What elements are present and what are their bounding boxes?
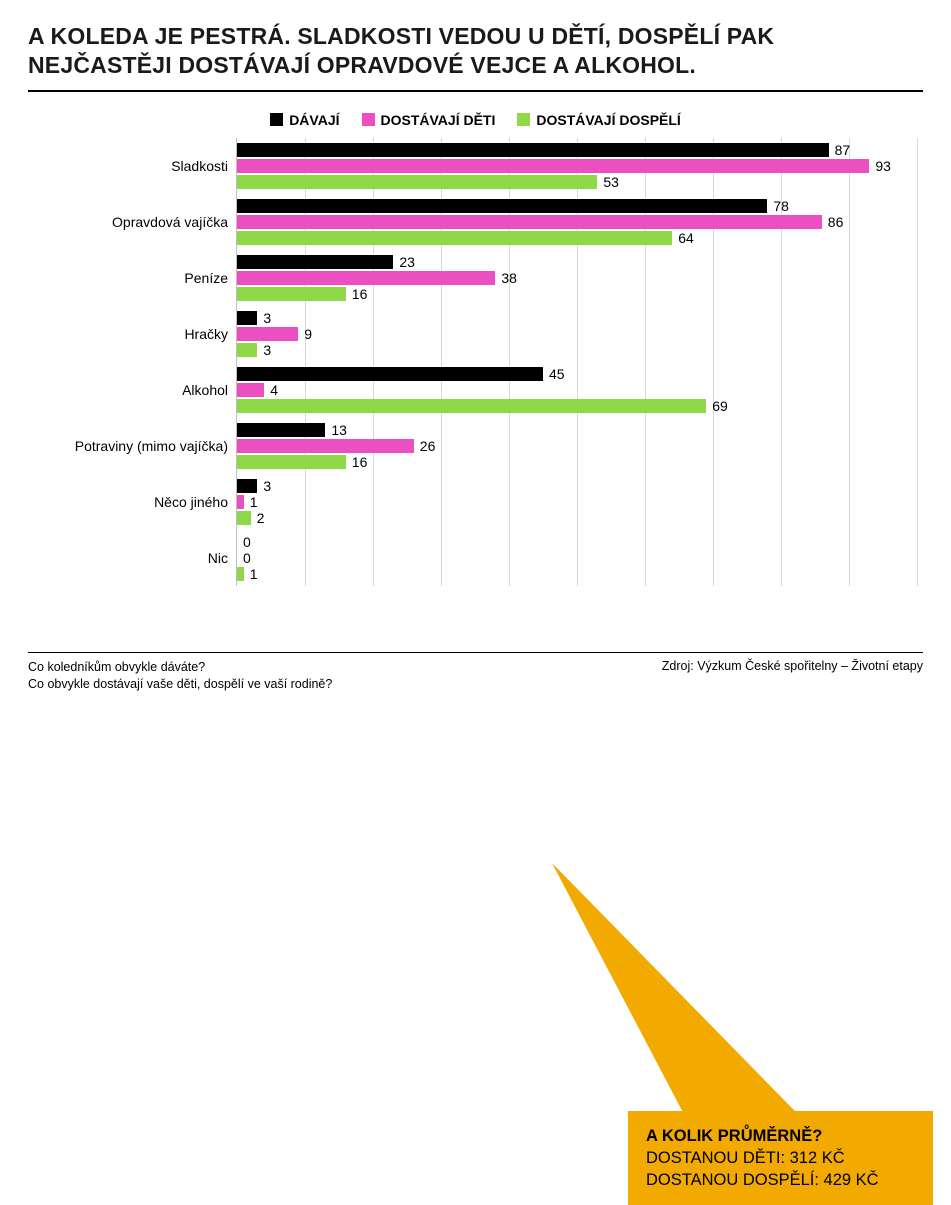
- legend-item: DOSTÁVAJÍ DOSPĚLÍ: [517, 112, 680, 128]
- bar: [237, 479, 257, 493]
- bar: [237, 455, 346, 469]
- legend-item: DOSTÁVAJÍ DĚTI: [362, 112, 496, 128]
- legend-item: DÁVAJÍ: [270, 112, 339, 128]
- bar: [237, 567, 244, 581]
- bar: [237, 215, 822, 229]
- category-label: Opravdová vajíčka: [28, 194, 228, 250]
- callout-lead: A KOLIK PRŮMĚRNĚ?: [646, 1125, 915, 1147]
- bar-value: 16: [352, 455, 368, 469]
- bar-value: 3: [263, 311, 271, 325]
- legend-swatch: [270, 113, 283, 126]
- category-label: Hračky: [28, 306, 228, 362]
- category-label: Něco jiného: [28, 474, 228, 530]
- bar-group: 31 2: [237, 474, 917, 530]
- bar-group: 45 4 69: [237, 362, 917, 418]
- chart-legend: DÁVAJÍ DOSTÁVAJÍ DĚTI DOSTÁVAJÍ DOSPĚLÍ: [28, 112, 923, 128]
- bar: [237, 383, 264, 397]
- footer: Co koledníkům obvykle dáváte? Co obvykle…: [28, 652, 923, 693]
- footer-q1: Co koledníkům obvykle dáváte?: [28, 659, 332, 676]
- bar-group: 87 93 53: [237, 138, 917, 194]
- footer-questions: Co koledníkům obvykle dáváte? Co obvykle…: [28, 659, 332, 693]
- bar-value: 86: [828, 215, 844, 229]
- page-title: A KOLEDA JE PESTRÁ. SLADKOSTI VEDOU U DĚ…: [28, 22, 923, 80]
- chart: SladkostiOpravdová vajíčkaPenízeHračkyAl…: [28, 138, 923, 586]
- callout-line: DOSTANOU DĚTI: 312 KČ: [646, 1147, 915, 1169]
- legend-label: DOSTÁVAJÍ DOSPĚLÍ: [536, 112, 680, 128]
- bar-value: 53: [603, 175, 619, 189]
- bar: [237, 311, 257, 325]
- chart-plot: 87935378866423381639345469132616312001: [236, 138, 917, 586]
- bar-value: 4: [270, 383, 278, 397]
- title-divider: [28, 90, 923, 92]
- category-label: Peníze: [28, 250, 228, 306]
- footer-source: Zdroj: Výzkum České spořitelny – Životní…: [662, 659, 923, 673]
- bar-value: 0: [243, 551, 251, 565]
- callout-box: A KOLIK PRŮMĚRNĚ?DOSTANOU DĚTI: 312 KČDO…: [628, 1111, 933, 1205]
- bar-value: 93: [875, 159, 891, 173]
- footer-q2: Co obvykle dostávají vaše děti, dospělí …: [28, 676, 332, 693]
- bar-group: 23 38 16: [237, 250, 917, 306]
- bar-value: 38: [501, 271, 517, 285]
- bar-value: 13: [331, 423, 347, 437]
- bar: [237, 423, 325, 437]
- bar-value: 64: [678, 231, 694, 245]
- bar-group: 78 86 64: [237, 194, 917, 250]
- legend-label: DOSTÁVAJÍ DĚTI: [381, 112, 496, 128]
- title-line-2: NEJČASTĚJI DOSTÁVAJÍ OPRAVDOVÉ VEJCE A A…: [28, 52, 696, 78]
- bar: [237, 399, 706, 413]
- bar: [237, 199, 767, 213]
- bar-value: 87: [835, 143, 851, 157]
- bar: [237, 175, 597, 189]
- bar: [237, 327, 298, 341]
- legend-swatch: [362, 113, 375, 126]
- bar-value: 9: [304, 327, 312, 341]
- bar-value: 26: [420, 439, 436, 453]
- bar: [237, 255, 393, 269]
- bar: [237, 439, 414, 453]
- category-label: Potraviny (mimo vajíčka): [28, 418, 228, 474]
- bar: [237, 231, 672, 245]
- title-line-1: A KOLEDA JE PESTRÁ. SLADKOSTI VEDOU U DĚ…: [28, 23, 774, 49]
- bar: [237, 159, 869, 173]
- bar-value: 16: [352, 287, 368, 301]
- bar-value: 1: [250, 567, 258, 581]
- bar-value: 0: [243, 535, 251, 549]
- category-label: Nic: [28, 530, 228, 586]
- bar-value: 23: [399, 255, 415, 269]
- bar: [237, 367, 543, 381]
- category-label: Sladkosti: [28, 138, 228, 194]
- bar: [237, 343, 257, 357]
- category-label: Alkohol: [28, 362, 228, 418]
- bar-value: 3: [263, 479, 271, 493]
- y-axis-labels: SladkostiOpravdová vajíčkaPenízeHračkyAl…: [28, 138, 236, 586]
- footer-divider: [28, 652, 923, 653]
- gridline: [917, 138, 918, 586]
- legend-label: DÁVAJÍ: [289, 112, 339, 128]
- bar-value: 3: [263, 343, 271, 357]
- bar: [237, 271, 495, 285]
- bar-value: 2: [257, 511, 265, 525]
- bar-group: 3 9 3: [237, 306, 917, 362]
- bar: [237, 143, 829, 157]
- bar-group: 13 26 16: [237, 418, 917, 474]
- bar-value: 69: [712, 399, 728, 413]
- bar-value: 78: [773, 199, 789, 213]
- bar-group: 0 0 1: [237, 530, 917, 586]
- callout-line: DOSTANOU DOSPĚLÍ: 429 KČ: [646, 1169, 915, 1191]
- bar-value: 45: [549, 367, 565, 381]
- bar: [237, 511, 251, 525]
- bar: [237, 495, 244, 509]
- bar: [237, 287, 346, 301]
- legend-swatch: [517, 113, 530, 126]
- bar-value: 1: [250, 495, 258, 509]
